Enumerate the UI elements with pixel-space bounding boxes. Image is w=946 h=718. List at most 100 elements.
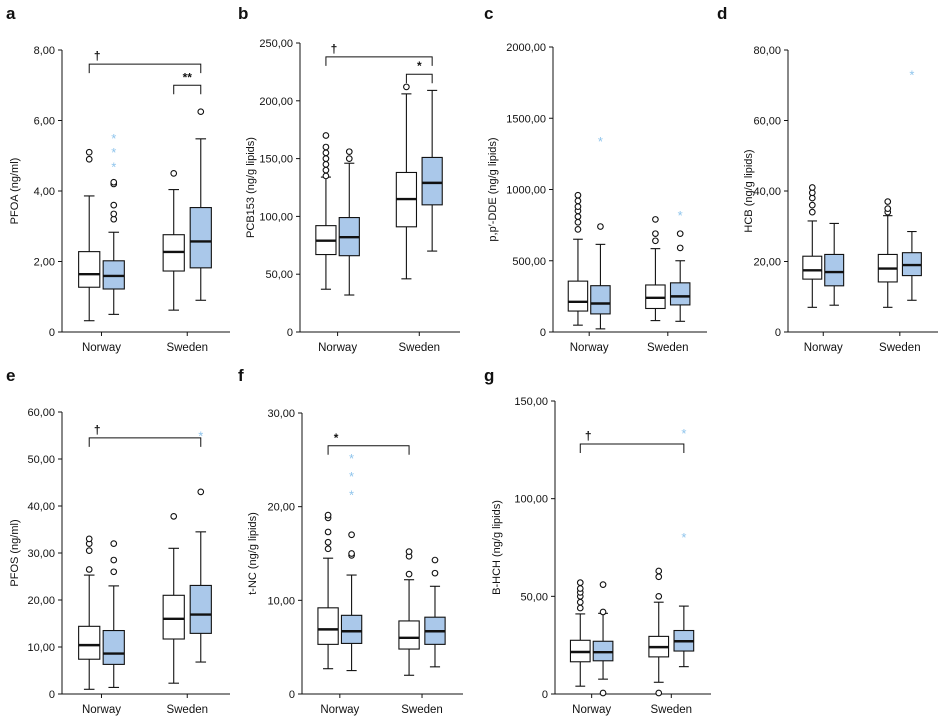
box-norway-blue bbox=[824, 222, 845, 306]
panel-letter: c bbox=[484, 4, 493, 23]
outlier-point bbox=[808, 184, 816, 191]
panel-g: g B-HCH (ng/g lipids) 0 50,00 100,00 150,00 No… bbox=[484, 366, 711, 716]
y-axis-title: PCB153 (ng/g lipids) bbox=[245, 137, 257, 238]
x-tick-label: Norway bbox=[320, 704, 359, 716]
outlier-point bbox=[324, 511, 332, 519]
outlier-point bbox=[324, 528, 332, 536]
panel-a: a PFOA (ng/ml) 0 2,00 4,00 6,00 8,00 Norway Swed… bbox=[6, 4, 230, 354]
y-tick-label: 100,00 bbox=[514, 494, 548, 506]
x-tick-label: Sweden bbox=[166, 704, 208, 716]
significance-bracket bbox=[88, 437, 202, 447]
box-norway-blue: * bbox=[590, 134, 611, 330]
outlier-point bbox=[884, 198, 892, 205]
y-tick-label: 50,00 bbox=[265, 269, 293, 281]
outlier-point bbox=[808, 208, 816, 216]
box-norway-white bbox=[802, 184, 823, 308]
outlier-point bbox=[348, 550, 355, 557]
y-tick-label: 50,00 bbox=[520, 591, 548, 603]
extreme-outlier-star: * bbox=[111, 159, 116, 174]
y-tick-label: 0 bbox=[775, 327, 781, 339]
box-norway-white bbox=[569, 579, 591, 687]
extreme-outlier-star: * bbox=[111, 131, 116, 146]
panel-letter: d bbox=[717, 4, 727, 23]
outlier-point bbox=[403, 83, 410, 91]
extreme-outlier-star: * bbox=[198, 429, 203, 444]
outlier-point bbox=[576, 598, 584, 606]
outlier-point bbox=[676, 230, 684, 238]
box-iqr bbox=[590, 285, 611, 315]
x-tick-label: Sweden bbox=[398, 342, 440, 354]
significance-bracket bbox=[327, 445, 410, 455]
y-tick-label: 0 bbox=[542, 689, 548, 701]
box-iqr bbox=[189, 584, 212, 634]
extreme-outlier-star: * bbox=[349, 469, 354, 484]
x-tick-label: Sweden bbox=[879, 342, 921, 354]
outlier-point bbox=[655, 573, 663, 581]
significance-bracket bbox=[88, 63, 202, 74]
x-tick-label: Norway bbox=[804, 342, 843, 354]
outlier-point bbox=[655, 689, 663, 697]
outlier-point bbox=[655, 567, 663, 575]
extreme-outlier-star: * bbox=[909, 68, 914, 83]
box-sweden-blue: * bbox=[189, 429, 212, 663]
panel-e: e PFOS (ng/ml) 0 10,00 20,00 30,00 40,00 50,00 6… bbox=[6, 366, 230, 716]
box-norway-blue bbox=[102, 540, 125, 688]
box-sweden-white bbox=[398, 548, 420, 676]
outlier-point bbox=[324, 538, 332, 546]
significance-label: † bbox=[585, 429, 592, 443]
panel-c: c p,p′-DDE (ng/g lipids) 0 500,00 1000,00 150… bbox=[484, 4, 707, 354]
extreme-outlier-star: * bbox=[678, 208, 683, 223]
x-tick-label: Norway bbox=[82, 342, 121, 354]
y-tick-label: 20,00 bbox=[267, 502, 295, 514]
outlier-point bbox=[345, 155, 353, 162]
significance-bracket bbox=[173, 84, 202, 95]
box-iqr bbox=[162, 594, 185, 640]
outlier-point bbox=[652, 230, 659, 238]
panel-d: d HCB (ng/g lipids) 0 20,00 40,00 60,00 80,00 N… bbox=[717, 4, 938, 354]
outlier-point bbox=[324, 545, 332, 553]
box-sweden-white bbox=[877, 198, 898, 308]
outlier-point bbox=[574, 218, 582, 226]
box-iqr bbox=[340, 614, 363, 644]
box-norway-blue: *** bbox=[340, 451, 363, 672]
box-sweden-blue bbox=[421, 89, 443, 252]
y-axis-title: PFOA (ng/ml) bbox=[9, 158, 21, 225]
y-tick-label: 2000,00 bbox=[506, 42, 546, 54]
box-iqr bbox=[398, 620, 420, 650]
y-tick-label: 60,00 bbox=[753, 116, 781, 128]
outlier-point bbox=[322, 155, 330, 162]
panel-letter: f bbox=[238, 366, 244, 385]
y-tick-label: 0 bbox=[540, 327, 546, 339]
outlier-point bbox=[405, 548, 413, 555]
box-norway-white bbox=[317, 511, 339, 670]
significance-bracket bbox=[579, 443, 685, 453]
extreme-outlier-star: * bbox=[681, 426, 686, 441]
outlier-point bbox=[574, 197, 582, 205]
significance-label: † bbox=[94, 423, 101, 437]
x-tick-label: Norway bbox=[570, 342, 609, 354]
outlier-point bbox=[348, 531, 355, 539]
y-tick-label: 60,00 bbox=[27, 407, 55, 419]
box-sweden-white bbox=[648, 567, 670, 697]
y-axis-title: HCB (ng/g lipids) bbox=[743, 149, 755, 232]
outlier-point bbox=[322, 166, 330, 174]
panel-b: b PCB153 (ng/g lipids) 0 50,00 100,00 150,00 2… bbox=[238, 4, 460, 354]
x-tick-label: Sweden bbox=[651, 704, 693, 716]
outlier-point bbox=[597, 223, 604, 230]
box-norway-white bbox=[315, 132, 337, 290]
outlier-point bbox=[110, 556, 118, 564]
y-tick-label: 40,00 bbox=[27, 501, 55, 513]
y-tick-label: 1500,00 bbox=[506, 113, 546, 125]
x-tick-label: Norway bbox=[572, 704, 611, 716]
box-sweden-blue bbox=[424, 556, 446, 668]
y-tick-label: 30,00 bbox=[27, 548, 55, 560]
significance-bracket bbox=[405, 73, 433, 84]
box-sweden-white bbox=[162, 512, 185, 684]
box-norway-blue: *** bbox=[102, 131, 125, 315]
box-iqr bbox=[78, 251, 101, 288]
y-axis-title: PFOS (ng/ml) bbox=[9, 519, 21, 586]
box-sweden-white bbox=[395, 83, 418, 280]
x-tick-label: Norway bbox=[82, 704, 121, 716]
box-sweden-blue: * bbox=[901, 68, 922, 301]
